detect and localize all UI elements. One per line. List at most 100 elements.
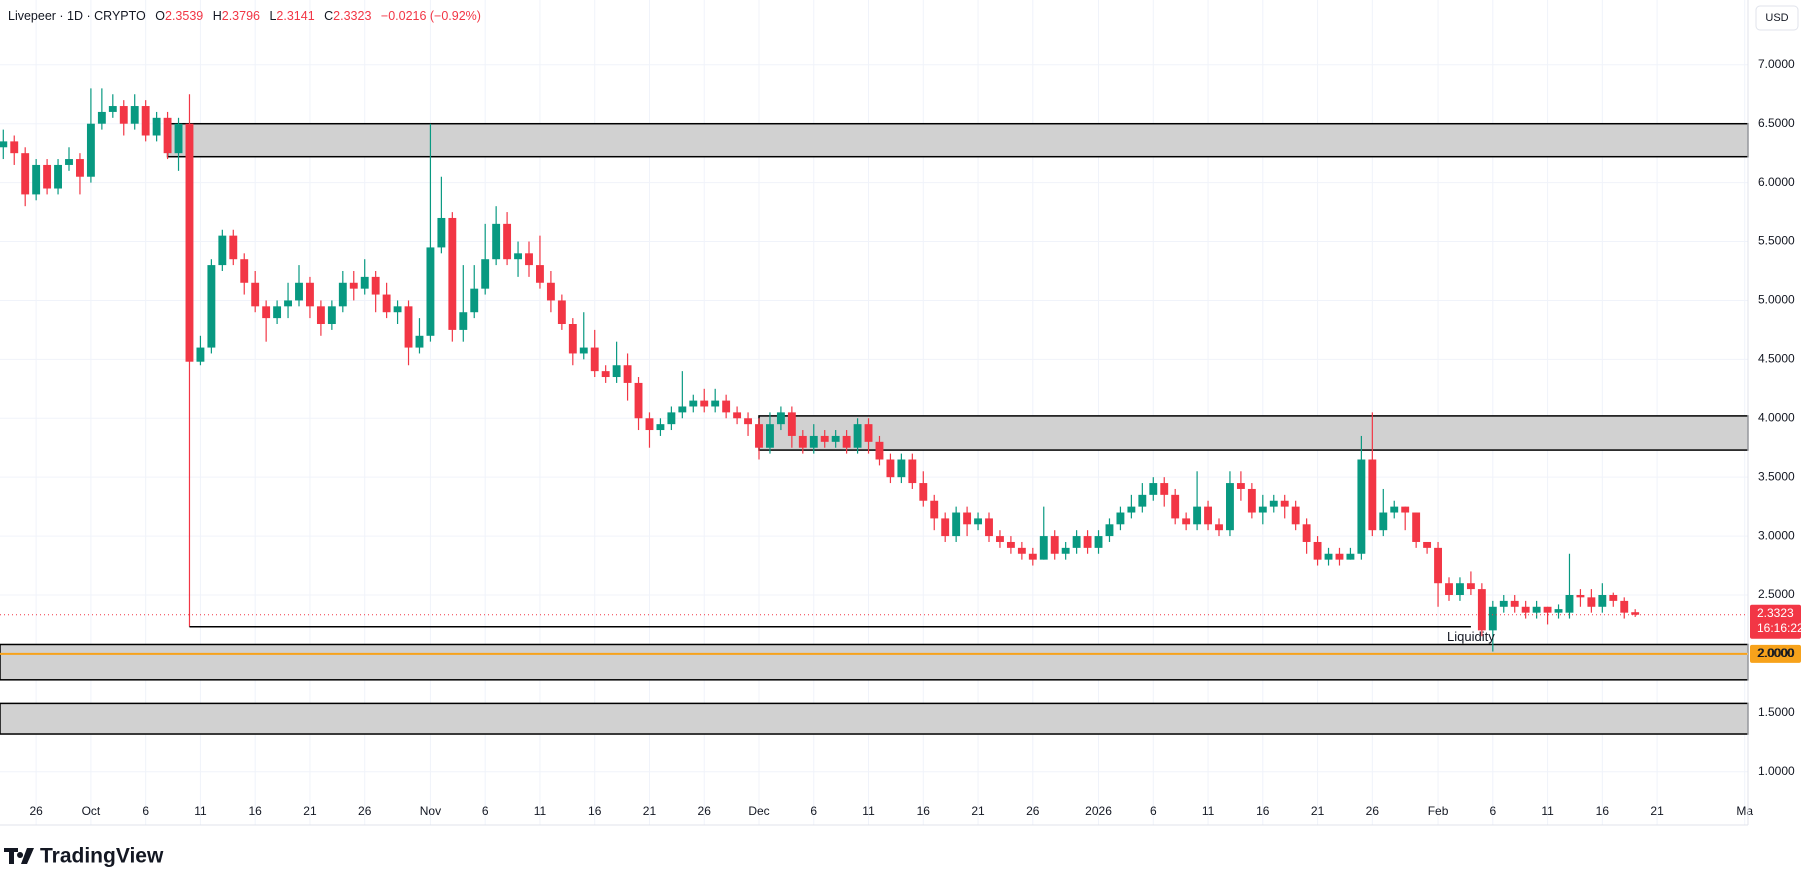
candle-body: [590, 347, 599, 372]
candle-body: [163, 117, 172, 154]
close-value: 2.3323: [333, 9, 371, 23]
candle-body: [711, 400, 720, 407]
candle-body: [875, 441, 884, 460]
candle-body: [667, 412, 676, 425]
candle-body: [1532, 606, 1541, 613]
candle-body: [744, 418, 752, 425]
candle-body: [612, 365, 621, 378]
candle-body: [503, 223, 512, 260]
x-tick-label: 6: [810, 804, 817, 818]
y-tick-label: 1.0000: [1758, 764, 1795, 778]
candle-body: [1434, 547, 1442, 584]
candle-body: [886, 459, 895, 478]
candle-body: [1083, 536, 1092, 548]
ohlc-label: C: [324, 9, 333, 23]
candle-body: [996, 536, 1004, 542]
currency-button[interactable]: [1755, 5, 1799, 31]
candle-body: [1554, 609, 1563, 613]
candle-body: [349, 282, 358, 289]
candle-body: [864, 424, 873, 442]
candle-body: [108, 106, 117, 112]
candle-body: [21, 153, 30, 195]
candle-body: [251, 282, 260, 307]
candle-body: [338, 282, 347, 307]
annotation: Liquidity: [1447, 629, 1495, 644]
candle-body: [1466, 583, 1475, 590]
candle-body: [1291, 506, 1300, 525]
candle-body: [1061, 547, 1070, 554]
open-value: 2.3539: [165, 9, 203, 23]
x-tick-label: 16: [917, 804, 931, 818]
y-tick-label: 3.5000: [1758, 469, 1795, 483]
y-tick-label: 5.0000: [1758, 293, 1795, 307]
candle-body: [1423, 541, 1432, 548]
candle-body: [974, 518, 982, 525]
candle-body: [185, 123, 194, 362]
candle-body: [1302, 524, 1311, 542]
y-tick-label: 4.0000: [1758, 410, 1795, 424]
level-tag: [1750, 644, 1801, 663]
candle-body: [360, 276, 369, 289]
candle-body: [262, 306, 271, 319]
last-price-label: 2.3323: [1757, 606, 1794, 620]
candle-body: [1499, 600, 1508, 607]
candle-body: [152, 117, 161, 136]
candle-body: [207, 265, 216, 348]
candle-body: [579, 347, 588, 354]
candle-body: [1039, 536, 1048, 560]
zone: [758, 415, 1749, 451]
candle-body: [1390, 506, 1399, 513]
currency[interactable]: USD: [1765, 12, 1788, 24]
x-tick-label: 21: [971, 804, 985, 818]
candle-body: [963, 512, 972, 525]
candle-body: [1510, 600, 1519, 607]
y-tick-label: 2.0000: [1758, 646, 1795, 660]
y-tick-label: 1.5000: [1758, 705, 1795, 719]
candle-body: [546, 282, 555, 301]
candle-body: [1094, 536, 1103, 548]
x-tick-label: 21: [1650, 804, 1664, 818]
candle-body: [557, 300, 566, 325]
brand: TradingView: [40, 845, 164, 868]
candle-body: [776, 412, 785, 425]
candle-body: [1335, 553, 1344, 560]
candle-body: [634, 382, 643, 419]
candle-body: [240, 259, 249, 283]
candle-body: [1127, 506, 1136, 513]
x-tick-label: 11: [1541, 804, 1554, 818]
candle-body: [141, 106, 150, 136]
candle-body: [1105, 524, 1114, 537]
candle-body: [54, 164, 62, 189]
candle-body: [919, 483, 928, 501]
candle-body: [393, 306, 402, 313]
candle-body: [470, 288, 479, 313]
brand-logo: [4, 848, 34, 864]
candle-body: [284, 300, 292, 307]
candle-body: [1609, 594, 1618, 601]
candle-body: [371, 276, 380, 295]
candle-body: [0, 141, 8, 148]
x-tick-label: 2026: [1085, 804, 1112, 818]
candle-body: [327, 306, 336, 325]
candle-body: [1565, 594, 1574, 613]
y-tick-label: 5.5000: [1758, 234, 1795, 248]
candle-body: [459, 312, 468, 330]
candle-body: [733, 412, 742, 419]
candle-body: [809, 435, 818, 448]
level-label: 2.0000: [1757, 646, 1794, 660]
x-tick-label: 26: [698, 804, 712, 818]
candle-body: [1445, 583, 1453, 595]
candle-body: [1006, 541, 1015, 548]
change: −0.0216 (−0.92%): [381, 9, 481, 23]
x-tick-label: 26: [1026, 804, 1040, 818]
candle-body: [1193, 506, 1202, 525]
candle-body: [787, 412, 796, 436]
candle-body: [1401, 506, 1410, 513]
x-tick-label: Ma: [1736, 804, 1753, 818]
low-value: 2.3141: [276, 9, 314, 23]
candle-body: [1204, 506, 1212, 525]
candle-body: [1379, 512, 1388, 531]
candle-body: [755, 424, 763, 448]
